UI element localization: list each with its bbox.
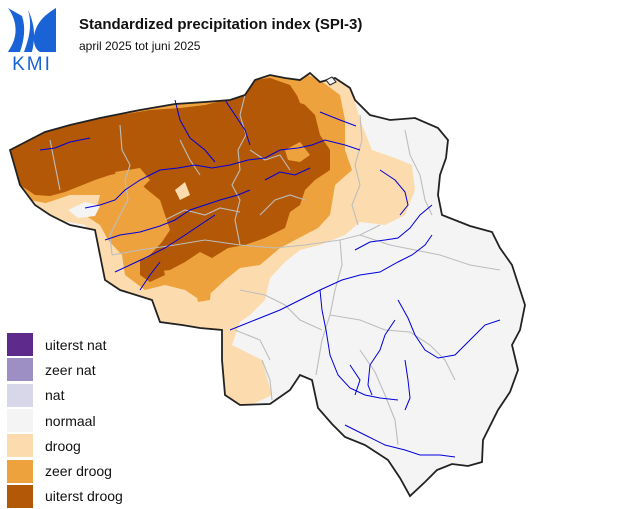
enclave <box>325 76 337 86</box>
belgium-border <box>8 71 526 498</box>
legend-item: uiterst droog <box>7 484 123 509</box>
legend-label: nat <box>45 387 65 404</box>
legend-swatch <box>7 358 33 382</box>
logo-wave-shape <box>8 8 25 52</box>
legend-item: zeer nat <box>7 357 123 382</box>
legend-swatch <box>7 484 33 508</box>
map-subtitle: april 2025 tot juni 2025 <box>79 39 201 53</box>
legend-label: zeer nat <box>45 361 96 378</box>
legend-item: normaal <box>7 408 123 433</box>
legend-item: droog <box>7 433 123 458</box>
kmi-logo: KMI <box>6 6 58 72</box>
legend-label: zeer droog <box>45 463 112 480</box>
legend-label: normaal <box>45 412 96 429</box>
province-borders <box>49 94 501 446</box>
legend-item: zeer droog <box>7 458 123 483</box>
legend-swatch <box>7 333 33 357</box>
logo-text: KMI <box>12 54 52 72</box>
region-uiterst-droog <box>10 78 330 272</box>
legend: uiterst nat zeer nat nat normaal droog zeer d… <box>7 332 123 509</box>
legend-item: uiterst nat <box>7 332 123 357</box>
legend-swatch <box>7 434 33 458</box>
legend-label: droog <box>45 437 81 454</box>
legend-label: uiterst droog <box>45 488 123 505</box>
rivers <box>39 99 501 458</box>
legend-swatch <box>7 383 33 407</box>
legend-label: uiterst nat <box>45 336 107 353</box>
legend-swatch <box>7 459 33 483</box>
legend-swatch <box>7 409 33 433</box>
map-title: Standardized precipitation index (SPI-3) <box>79 16 363 33</box>
legend-item: nat <box>7 383 123 408</box>
